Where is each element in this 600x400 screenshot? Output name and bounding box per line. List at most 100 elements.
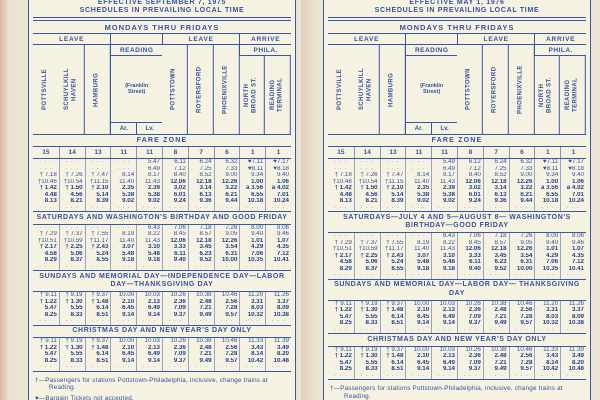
fare-zone-number: 13 (379, 147, 406, 158)
no-service-cell: · · · (110, 159, 136, 166)
no-service-cell: · · · (110, 364, 136, 371)
fare-zone-number: 7 (187, 147, 214, 158)
time-row: † 9.11 † 9.19 † 9.37 10.00 10.03 10.26 10.38 10… (328, 300, 586, 307)
no-service-cell: · · · (431, 372, 457, 379)
time-cell: 8.14 (405, 172, 431, 179)
time-cell: 3.33 (161, 244, 188, 251)
time-cell: † 7.18 (334, 172, 352, 178)
time-cell: 6.43 (431, 233, 457, 240)
station-label: PHOENIXVILLE (213, 45, 240, 134)
no-service-cell: · · · (405, 372, 431, 379)
no-service-cell: · · · (534, 372, 560, 379)
section-title-saturdays: SATURDAYS AND WASHINGTON'S BIRTHDAY AND … (33, 211, 291, 225)
time-cell: 11.40 (405, 178, 431, 185)
time-cell: 10.03 (136, 292, 162, 299)
section-title-sundays: SUNDAYS AND MEMORIAL DAY—INDEPENDENCE DA… (33, 270, 291, 292)
time-row: † 9.11 † 9.19 † 9.37 10.00 10.03 10.26 10.38 10… (33, 292, 291, 299)
time-cell: 7.33 (213, 165, 240, 172)
time-row: · · · · · · · · · · · · 6.49 7.12 7.25 7.33 ♥8.1… (33, 165, 291, 172)
time-cell: †10.54 (58, 178, 85, 185)
no-service-cell: · · · (84, 165, 111, 172)
time-row: 8.29 8.37 8.55 9.18 9.18 9.40 9.52 10.00 10.35 10… (33, 257, 291, 264)
time-cell: † 1.42 (39, 185, 57, 191)
time-cell: 6.13 (187, 191, 214, 198)
time-cell: 5.47 (44, 351, 57, 357)
time-cell: ♥8.11 (239, 165, 265, 172)
fare-zone-label: FARE ZONE (328, 135, 586, 147)
time-cell: 8.52 (482, 172, 509, 179)
time-cell: 5.48 (136, 250, 162, 257)
no-service-cell: · · · (136, 263, 162, 270)
time-cell: ♥8.18 (265, 165, 291, 172)
time-cell: 12.18 (482, 246, 509, 253)
effective-date-line: EFFECTIVE MAY 1, 1976 (409, 0, 505, 6)
fare-zone-number: 11 (136, 147, 162, 158)
time-cell: 11.26 (560, 300, 586, 307)
time-cell: 8.45 (456, 239, 483, 246)
time-cell: †10.51 (332, 246, 352, 252)
time-cell: 7.21 (187, 351, 214, 358)
no-service-cell: · · · (161, 204, 188, 211)
time-cell: 5.38 (110, 191, 136, 198)
time-row: † 9.11 † 9.19 † 9.37 10.00 10.03 10.26 10.38 10… (328, 346, 586, 353)
time-cell: 12.06 (161, 178, 188, 185)
time-row: 4.48 4.56 5.14 5.38 5.38 6.01 6.13 6.21 6.55 7.01 (33, 191, 291, 198)
time-cell: 9.44 (508, 198, 535, 205)
column-headers: LEAVE LEAVE ARRIVE READING PHILA. (Franklin S… (33, 34, 291, 135)
time-cell: 9.02 (405, 198, 431, 205)
time-cell: 10.03 (431, 300, 457, 307)
time-row: † 1.22 † 1.30 † 1.48 2.10 2.13 2.36 2.48 2.56 3.… (33, 344, 291, 351)
time-row: † 7.18 † 7.26 † 7.47 8.14 8.17 8.40 8.52 9.00 9.… (328, 172, 586, 179)
time-cell: 3.37 (265, 298, 291, 305)
time-cell: 10.26 (161, 338, 188, 345)
time-row: † 1.42 † 1.50 † 2.10 2.35 2.39 3.02 3.14 3.22 a … (328, 185, 586, 192)
time-cell: 9.57 (508, 320, 535, 327)
no-service-cell: · · · (353, 204, 380, 211)
time-cell: 8.55 (84, 257, 111, 264)
time-cell: 2.36 (456, 307, 483, 314)
station-label: HAMBURG (379, 45, 406, 134)
arrive-header: ARRIVE (534, 34, 586, 45)
time-cell: 9.49 (187, 357, 214, 364)
time-cell: 10.46 (508, 346, 535, 353)
time-cell: 8.06 (265, 224, 291, 231)
time-cell: 8.09 (560, 313, 586, 320)
no-service-cell: · · · (110, 204, 136, 211)
time-cell: † 9.19 (58, 292, 85, 299)
station-label: POTTSVILLE (42, 69, 49, 111)
time-cell: 3.14 (187, 185, 214, 192)
time-cell: 11.39 (265, 338, 291, 345)
time-cell: 9.37 (161, 311, 188, 318)
time-cell: 1.07 (265, 237, 291, 244)
no-service-cell: · · · (353, 326, 380, 333)
no-service-cell: · · · (456, 204, 483, 211)
reading-spacer (110, 34, 162, 45)
time-cell: 6.14 (84, 305, 111, 312)
time-row: · · · · · · · · · · · · · · · · · · · · · · · ·… (328, 204, 586, 211)
no-service-cell: · · · (239, 263, 265, 270)
time-cell: 5.47 (44, 305, 57, 311)
timetable-box: MONDAYS THRU FRIDAYS LEAVE LEAVE ARRIVE REA… (328, 21, 586, 380)
time-cell: 10.38 (560, 320, 586, 327)
time-cell: † 1.48 (84, 298, 111, 305)
fare-zone-number: 6 (213, 147, 240, 158)
time-cell: 5.47 (136, 159, 162, 166)
time-cell: 6.13 (482, 191, 509, 198)
time-row: 8.29 8.37 8.55 9.18 9.18 9.40 9.52 10.00 10.35 10… (328, 265, 586, 272)
time-cell: 7.28 (213, 351, 240, 358)
footnote: †—Passengers for stations Pottstown-Phil… (35, 376, 268, 392)
no-service-cell: · · · (58, 364, 85, 371)
time-cell: ♥7.11 (239, 159, 265, 166)
time-cell: 8.57 (482, 239, 509, 246)
time-cell: 9.18 (405, 265, 431, 272)
time-cell: 11.40 (110, 237, 136, 244)
fare-zone-number: 1 (265, 147, 291, 158)
time-cell: 4.48 (44, 191, 57, 198)
fare-zone-number: 8 (456, 147, 483, 158)
no-service-cell: · · · (405, 165, 431, 172)
time-cell: † 9.11 (40, 292, 57, 298)
divider (328, 17, 586, 21)
time-cell: 9.34 (534, 172, 560, 179)
time-cell: 6.49 (431, 313, 457, 320)
